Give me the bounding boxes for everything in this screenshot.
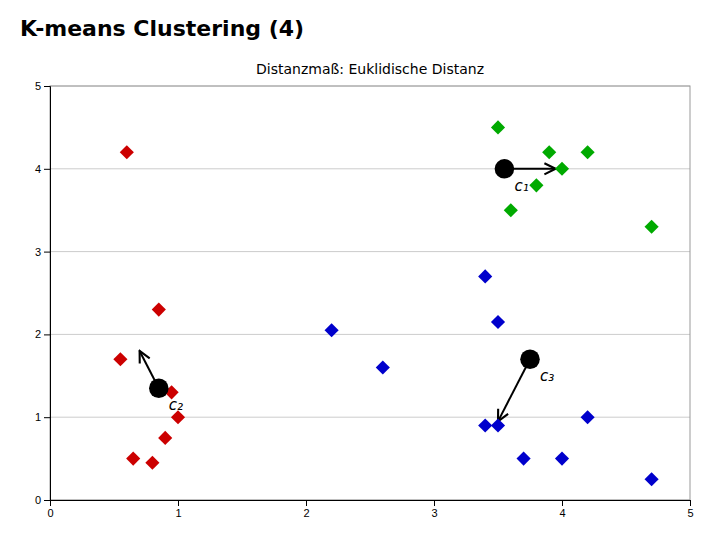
x-tick-label: 0 bbox=[47, 507, 53, 519]
y-tick-label: 5 bbox=[35, 80, 41, 92]
x-tick-label: 4 bbox=[559, 507, 565, 519]
series bbox=[149, 159, 540, 398]
y-tick-mark bbox=[44, 500, 50, 501]
x-axis: 0 1 2 3 4 5 bbox=[47, 500, 693, 519]
title: K-means Clustering (4) bbox=[20, 16, 304, 41]
chart: 0 1 2 3 4 5 0 1 2 3 4 5 c₁ c₂ c₃ K-means Clustering (4)… bbox=[0, 0, 720, 540]
data-point bbox=[555, 452, 569, 466]
data-point bbox=[158, 431, 172, 445]
y-tick-label: 0 bbox=[35, 494, 41, 506]
data-point bbox=[478, 418, 492, 432]
data-point bbox=[376, 360, 390, 374]
y-tick-label: 2 bbox=[35, 328, 41, 340]
data-point bbox=[581, 410, 595, 424]
data-point bbox=[517, 452, 531, 466]
x-tick-label: 1 bbox=[175, 507, 181, 519]
x-tick-mark bbox=[434, 500, 435, 506]
centroid-label: c₁ bbox=[514, 177, 528, 195]
data-point bbox=[478, 269, 492, 283]
series bbox=[325, 269, 659, 486]
data-point bbox=[529, 178, 543, 192]
x-axis-line bbox=[51, 501, 691, 507]
y-tick-mark bbox=[44, 417, 50, 418]
data-point bbox=[542, 145, 556, 159]
data-point bbox=[152, 302, 166, 316]
x-tick: 0 bbox=[47, 500, 53, 519]
series bbox=[491, 120, 659, 234]
data-point bbox=[491, 315, 505, 329]
centroid-arrow bbox=[498, 359, 530, 421]
x-tick-label: 5 bbox=[687, 507, 693, 519]
annotations: c₁ c₂ c₃ bbox=[169, 177, 554, 414]
y-tick: 5 bbox=[35, 80, 50, 92]
y-tick-mark bbox=[44, 86, 50, 87]
data-point bbox=[645, 472, 659, 486]
data-point bbox=[491, 418, 505, 432]
data-point bbox=[126, 452, 140, 466]
data-point bbox=[581, 145, 595, 159]
centroid-point bbox=[149, 378, 169, 398]
data-point bbox=[145, 456, 159, 470]
x-tick-mark bbox=[562, 500, 563, 506]
centroid-label: c₂ bbox=[169, 396, 183, 414]
y-tick-label: 4 bbox=[35, 163, 41, 175]
data-point bbox=[504, 203, 518, 217]
y-tick: 0 bbox=[35, 494, 50, 506]
centroid-point bbox=[495, 159, 515, 179]
series bbox=[113, 145, 185, 470]
y-tick-mark bbox=[44, 169, 50, 170]
plot-frame bbox=[50, 86, 690, 500]
y-tick: 2 bbox=[35, 328, 50, 340]
x-tick: 5 bbox=[687, 500, 693, 519]
grid bbox=[50, 86, 690, 500]
x-tick: 2 bbox=[303, 500, 309, 519]
grid-line-y bbox=[50, 168, 690, 169]
x-tick: 3 bbox=[431, 500, 437, 519]
grid-line-y bbox=[50, 334, 690, 335]
data-point bbox=[491, 120, 505, 134]
data-point bbox=[120, 145, 134, 159]
x-tick-mark bbox=[178, 500, 179, 506]
y-axis-line bbox=[44, 87, 51, 501]
plot-area bbox=[113, 120, 658, 486]
y-tick-mark bbox=[44, 252, 50, 253]
y-tick: 3 bbox=[35, 246, 50, 258]
x-tick: 4 bbox=[559, 500, 565, 519]
data-point bbox=[555, 162, 569, 176]
centroid-label: c₃ bbox=[540, 367, 554, 385]
x-tick-label: 2 bbox=[303, 507, 309, 519]
grid-line-y bbox=[50, 251, 690, 252]
y-tick: 4 bbox=[35, 163, 50, 175]
y-tick-mark bbox=[44, 334, 50, 335]
y-tick-label: 3 bbox=[35, 246, 41, 258]
y-tick: 1 bbox=[35, 411, 50, 423]
y-tick-label: 1 bbox=[35, 411, 41, 423]
x-tick: 1 bbox=[175, 500, 181, 519]
data-point bbox=[645, 220, 659, 234]
data-point bbox=[113, 352, 127, 366]
x-tick-label: 3 bbox=[431, 507, 437, 519]
x-tick-mark bbox=[306, 500, 307, 506]
x-tick-mark bbox=[690, 500, 691, 506]
subtitle: Distanzmaß: Euklidische Distanz bbox=[256, 61, 484, 77]
centroid-point bbox=[520, 349, 540, 369]
data-point bbox=[325, 323, 339, 337]
y-axis: 0 1 2 3 4 5 bbox=[35, 80, 51, 506]
